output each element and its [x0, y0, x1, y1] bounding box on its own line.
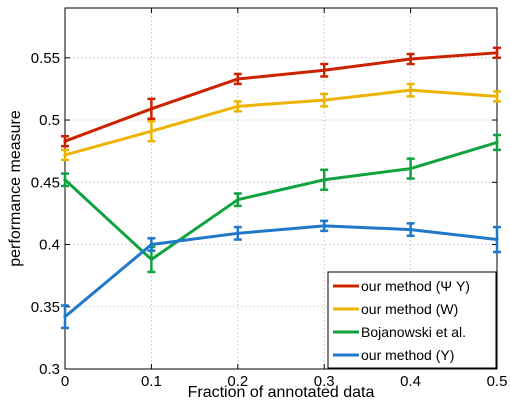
data-point: [149, 107, 153, 111]
data-point: [149, 242, 153, 247]
series: [61, 82, 501, 162]
legend-box: [327, 271, 497, 369]
data-point: [149, 129, 153, 133]
x-tick-label: 0: [61, 373, 69, 390]
x-tick-label: 0.3: [314, 373, 335, 390]
data-point: [409, 88, 413, 92]
data-point: [409, 166, 413, 171]
data-point: [322, 178, 326, 182]
y-tick-label: 0.55: [31, 50, 60, 67]
data-point: [322, 98, 326, 102]
series: [61, 133, 501, 274]
x-tick-label: 0.5: [487, 373, 508, 390]
series-line: [63, 88, 499, 157]
series-line: [63, 140, 499, 261]
legend: our method (Ψ Y) our method (W) Bojanowski…: [327, 271, 497, 369]
x-tick-label: 0.2: [227, 373, 248, 390]
plot-area-frame: [64, 7, 498, 370]
data-point: [236, 104, 240, 108]
data-point: [495, 237, 499, 242]
data-point: [495, 140, 499, 145]
data-point: [63, 139, 67, 143]
data-point: [63, 315, 67, 319]
series: [61, 46, 501, 148]
data-point: [322, 224, 326, 228]
data-point: [236, 77, 240, 81]
y-axis-title: performance measure: [7, 110, 24, 267]
legend-label: our method (W): [361, 301, 458, 317]
data-point: [409, 57, 413, 61]
series: [61, 219, 501, 330]
x-tick-label: 0.1: [141, 373, 162, 390]
data-point: [495, 51, 499, 55]
legend-label: our method (Y): [361, 347, 454, 363]
x-tick-label: 0.4: [400, 373, 421, 390]
y-tick-label: 0.3: [39, 361, 60, 378]
data-point: [495, 94, 499, 98]
data-point: [63, 178, 67, 182]
y-tick-label: 0.35: [31, 299, 60, 316]
legend-label: Bojanowski et al.: [361, 324, 466, 340]
series-line: [63, 224, 499, 319]
data-point: [149, 257, 153, 262]
data-point: [236, 198, 240, 202]
series-line: [63, 51, 499, 143]
y-tick-label: 0.5: [39, 112, 60, 129]
legend-label: our method (Ψ Y): [361, 278, 470, 294]
x-axis-title: Fraction of annotated data: [188, 384, 375, 401]
data-point: [63, 153, 67, 157]
series-group: [61, 46, 501, 330]
data-point: [409, 227, 413, 232]
data-point: [236, 231, 240, 235]
data-point: [322, 68, 326, 72]
y-tick-label: 0.45: [31, 174, 60, 191]
y-tick-label: 0.4: [39, 237, 60, 254]
axis-ticks: 0 0.1 0.2 0.3 0.4 0.5 0.3 0.35 0.4 0.45 0.5 0.55: [31, 8, 508, 390]
